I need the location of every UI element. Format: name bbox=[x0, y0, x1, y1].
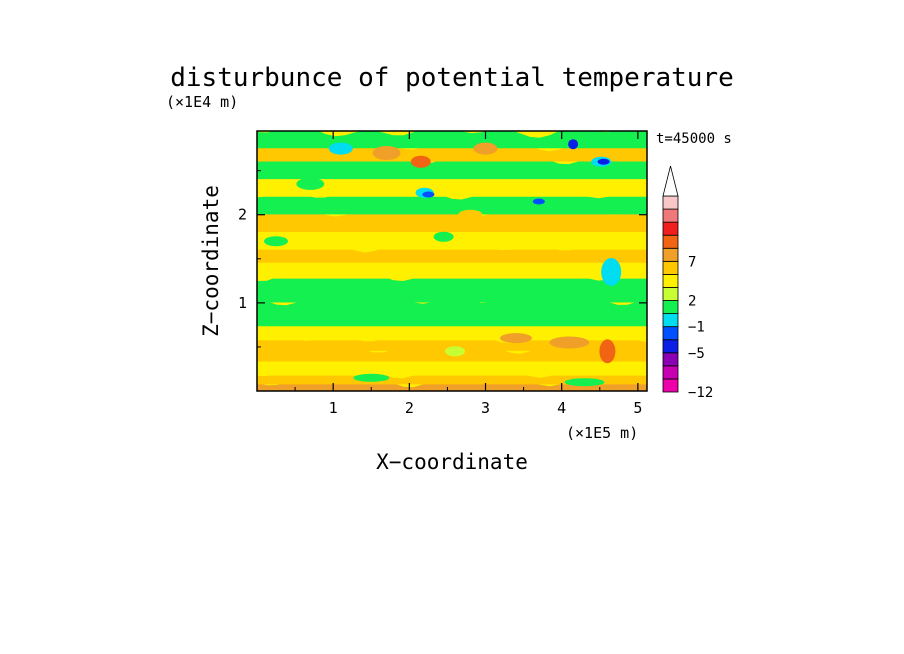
field-feature bbox=[549, 336, 590, 349]
colorbar-swatch bbox=[662, 260, 679, 275]
time-label: t=45000 s bbox=[656, 131, 732, 147]
field-feature bbox=[328, 142, 353, 155]
x-unit-label: (×1E5 m) bbox=[566, 424, 638, 442]
colorbar-swatch bbox=[662, 300, 679, 314]
x-tick-label: 5 bbox=[633, 399, 642, 417]
colorbar-swatch bbox=[662, 221, 679, 236]
y-tick-label: 1 bbox=[238, 294, 247, 312]
x-tick-label: 3 bbox=[481, 399, 490, 417]
x-axis-label: X−coordinate bbox=[376, 450, 528, 474]
colorbar-swatch bbox=[662, 234, 679, 249]
plot-frame bbox=[256, 130, 648, 392]
field-feature bbox=[410, 155, 431, 168]
colorbar-label: 2 bbox=[688, 294, 696, 310]
field-band bbox=[257, 131, 647, 149]
colorbar-swatch bbox=[662, 247, 679, 262]
colorbar: −12−5−127 bbox=[662, 165, 713, 401]
colorbar-swatch bbox=[662, 195, 679, 210]
colorbar-swatch bbox=[662, 365, 679, 380]
colorbar-label: −5 bbox=[688, 346, 705, 362]
field-feature bbox=[564, 378, 605, 387]
colorbar-overflow-arrow bbox=[662, 165, 679, 197]
field-band bbox=[257, 137, 647, 162]
field-band bbox=[257, 203, 647, 232]
plot-area bbox=[257, 131, 647, 391]
field-feature bbox=[473, 142, 498, 155]
colorbar-swatch bbox=[662, 352, 679, 367]
colorbar-label: −12 bbox=[688, 385, 713, 401]
y-tick-label: 2 bbox=[238, 206, 247, 224]
field-band bbox=[257, 239, 647, 263]
y-axis-label: Z−coordinate bbox=[199, 185, 223, 337]
y-axis: 12 bbox=[238, 170, 647, 348]
y-unit-label: (×1E4 m) bbox=[166, 93, 238, 111]
x-tick-label: 2 bbox=[405, 399, 414, 417]
colorbar-swatch bbox=[662, 208, 679, 223]
field-feature bbox=[353, 373, 390, 382]
colorbar-swatch bbox=[662, 339, 679, 354]
field-feature bbox=[500, 333, 532, 344]
colorbar-swatch bbox=[662, 378, 679, 393]
field-feature bbox=[601, 258, 622, 286]
colorbar-swatch bbox=[662, 287, 679, 301]
field-feature bbox=[433, 231, 454, 242]
x-tick-label: 1 bbox=[329, 399, 338, 417]
field-feature bbox=[597, 158, 610, 165]
field-feature bbox=[599, 339, 616, 364]
field-feature bbox=[445, 346, 465, 357]
field-feature bbox=[264, 236, 288, 247]
field-feature bbox=[296, 177, 325, 190]
colorbar-swatch bbox=[662, 313, 679, 328]
x-tick-label: 4 bbox=[557, 399, 566, 417]
colorbar-label: −1 bbox=[688, 320, 705, 336]
colorbar-label: 7 bbox=[688, 254, 696, 270]
field-feature bbox=[372, 146, 401, 160]
field-feature bbox=[422, 191, 435, 198]
colorbar-swatch bbox=[662, 273, 679, 288]
field-feature bbox=[532, 198, 545, 205]
colorbar-swatch bbox=[662, 326, 679, 341]
x-axis: 1 2 3 4 5 bbox=[294, 131, 642, 417]
chart-title: disturbunce of potential temperature bbox=[170, 63, 734, 93]
field-feature bbox=[568, 139, 579, 150]
field-feature bbox=[458, 209, 483, 220]
field-band bbox=[257, 150, 647, 180]
